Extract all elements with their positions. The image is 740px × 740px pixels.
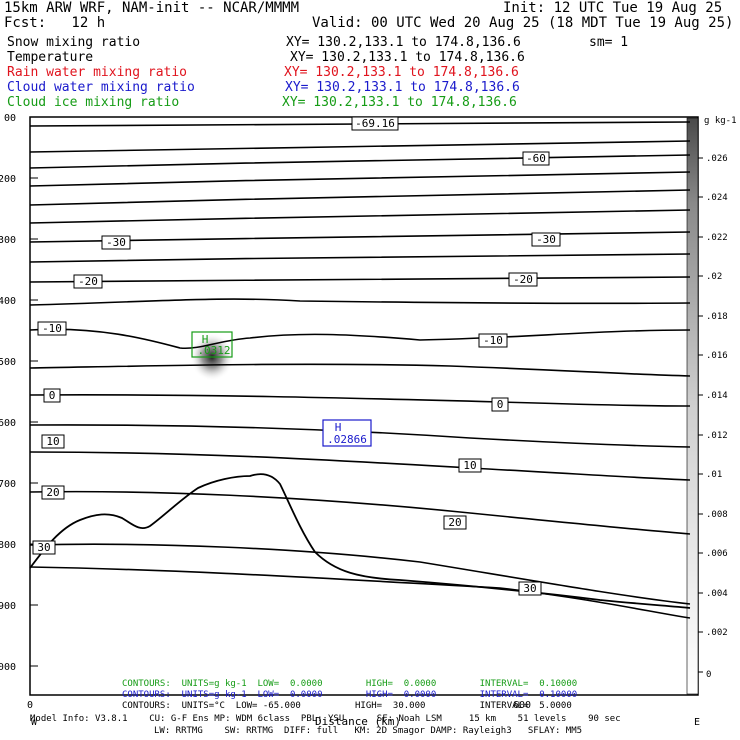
cloud-ice-high-box [191, 331, 233, 358]
colorbar-labels: g kg-1 .026 .024 .022 .02 .018 .016 .014… [704, 116, 737, 680]
temp-label: 0 [49, 389, 56, 402]
plot-frame [29, 116, 699, 696]
isotherm [29, 543, 691, 605]
isotherm [29, 424, 691, 448]
y-tick-label: 1000 [0, 662, 16, 673]
field-name-cloud-ice: Cloud ice mixing ratio [7, 95, 180, 110]
valid-time: Valid: 00 UTC Wed 20 Aug 25 (18 MDT Tue … [312, 15, 734, 31]
temp-label: -30 [536, 233, 556, 246]
colorbar-label: 0 [706, 670, 711, 680]
x-axis-title: Distance (km) [315, 715, 401, 728]
isotherm [29, 490, 691, 535]
colorbar-label: .022 [706, 233, 728, 243]
temp-label: 0 [497, 398, 504, 411]
isotherms [29, 121, 691, 619]
y-tick-label: 300 [0, 235, 16, 246]
colorbar-label: .004 [706, 589, 728, 599]
field-name-snow: Snow mixing ratio [7, 35, 141, 50]
field-xy-cloud-water: XY= 130.2,133.1 to 174.8,136.6 [285, 80, 520, 95]
colorbar-label: .014 [706, 391, 728, 401]
isotherm [29, 566, 691, 619]
colorbar-label: .018 [706, 312, 728, 322]
field-xy-snow: XY= 130.2,133.1 to 174.8,136.6 [286, 35, 521, 50]
isotherm [29, 154, 691, 169]
temp-label: -20 [513, 273, 533, 286]
colorbar-label: .012 [706, 431, 728, 441]
y-tick-label: 400 [0, 296, 16, 307]
colorbar-label: .01 [706, 470, 722, 480]
colorbar-label: .002 [706, 628, 728, 638]
colorbar-label: .008 [706, 510, 728, 520]
field-xy-rain: XY= 130.2,133.1 to 174.8,136.6 [284, 65, 519, 80]
isotherm [29, 140, 691, 153]
model-title: 15km ARW WRF, NAM-init -- NCAR/MMMM [4, 0, 300, 16]
colorbar-label: .026 [706, 154, 728, 164]
temp-label: 20 [46, 486, 59, 499]
y-tick-label: 900 [0, 601, 16, 612]
isotherm [29, 276, 691, 283]
isotherm [29, 451, 691, 481]
cloud-ice-high-letter: H [202, 333, 209, 346]
x-tick-label: 600 [513, 700, 531, 711]
field-xy-cloud-ice: XY= 130.2,133.1 to 174.8,136.6 [282, 95, 517, 110]
isotherm [29, 298, 691, 306]
west-end-label: W [31, 717, 38, 728]
y-tick-label: 700 [0, 479, 16, 490]
temp-label: -69.16 [355, 117, 395, 130]
field-xy-temperature: XY= 130.2,133.1 to 174.8,136.6 [290, 50, 525, 65]
temp-label: 20 [448, 516, 461, 529]
colorbar-label: .016 [706, 351, 728, 361]
cloud-ice-high-value: .0312 [197, 344, 230, 357]
y-tick-label: 500 [0, 357, 16, 368]
init-time: Init: 12 UTC Tue 19 Aug 25 [503, 0, 723, 16]
model-info: Model Info: V3.8.1 CU: G-F Ens MP: WDM 6… [30, 714, 621, 724]
field-name-rain: Rain water mixing ratio [7, 65, 188, 80]
physics-info: LW: RRTMG SW: RRTMG DIFF: full KM: 2D Sm… [154, 726, 583, 736]
isotherm [29, 189, 691, 206]
field-name-temperature: Temperature [7, 50, 94, 65]
colorbar-label: .024 [706, 193, 728, 203]
contour-info-temperature: CONTOURS: UNITS=°C LOW= -65.000 HIGH= 30… [122, 701, 572, 711]
x-tick-label: 0 [27, 700, 33, 711]
temp-label: -30 [106, 236, 126, 249]
isotherm [29, 209, 691, 224]
temp-label: -10 [483, 334, 503, 347]
field-smoothing: sm= 1 [589, 35, 629, 50]
temp-label: 10 [46, 435, 59, 448]
isotherm [29, 363, 691, 377]
isotherm-labels: -69.16 -60 -30 -30 -20 -20 -10 -10 0 0 1… [32, 116, 561, 596]
temp-label: -10 [42, 322, 62, 335]
y-tick-label: 600 [0, 418, 16, 429]
colorbar-label: .006 [706, 549, 728, 559]
forecast-hour: Fcst: 12 h [4, 15, 106, 31]
y-tick-label: 00 [4, 113, 16, 124]
y-axis-labels: 00 200 300 400 500 600 700 800 900 1000 [0, 113, 16, 673]
temp-label: -20 [78, 275, 98, 288]
colorbar-label: .02 [706, 272, 722, 282]
y-tick-label: 200 [0, 174, 16, 185]
temp-label: 10 [463, 459, 476, 472]
isotherm [29, 253, 691, 263]
terrain-surface [29, 473, 691, 609]
field-name-cloud-water: Cloud water mixing ratio [7, 80, 195, 95]
east-end-label: E [694, 717, 700, 728]
y-tick-label: 800 [0, 540, 16, 551]
temp-label: 30 [37, 541, 50, 554]
contour-info-water: CONTOURS: UNITS=g kg-1 LOW= 0.0000 HIGH=… [122, 690, 578, 700]
isotherm [29, 171, 691, 187]
colorbar-unit: g kg-1 [704, 116, 737, 126]
contour-info-ice: CONTOURS: UNITS=g kg-1 LOW= 0.0000 HIGH=… [122, 679, 578, 689]
temp-label: -60 [526, 152, 546, 165]
cloud-water-high-letter: H [335, 421, 342, 434]
cloud-water-high-box [322, 419, 372, 447]
isotherm [29, 394, 691, 407]
isotherm [29, 328, 691, 350]
temp-label: 30 [523, 582, 536, 595]
cloud-water-high-value: .02866 [327, 433, 367, 446]
